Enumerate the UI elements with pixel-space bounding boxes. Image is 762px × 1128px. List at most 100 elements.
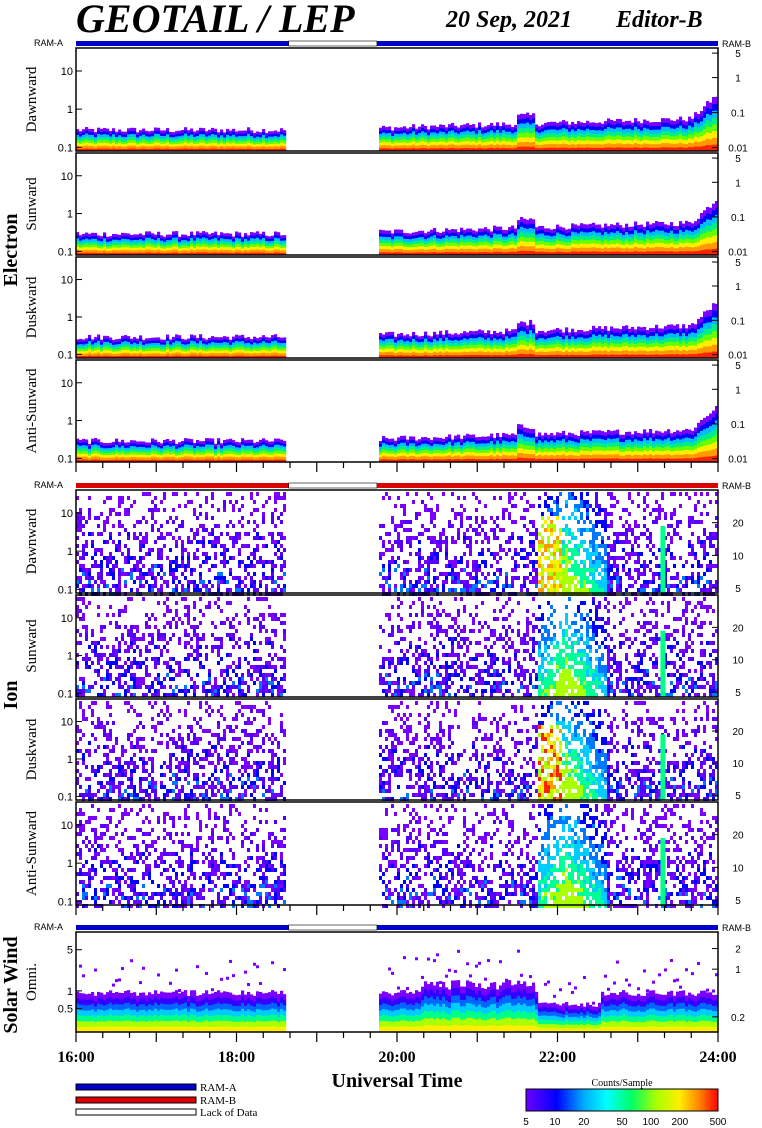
right-tick-label: 5 [735, 361, 741, 372]
colorbar-title: Counts/Sample [591, 1078, 653, 1089]
legend-label-ram-b: RAM-B [200, 1095, 236, 1107]
panel-label: Anti-Sunward [24, 811, 40, 896]
colorbar-tick-label: 100 [643, 1117, 660, 1128]
ram-bar-group-2: RAM-A RAM-B [34, 922, 751, 933]
panel-label: Dawnward [24, 66, 40, 132]
x-tick-label: 16:00 [57, 1049, 94, 1066]
panel-electron-anti-sunward: Anti-Sunward 10 1 0.1 5 1 0.1 0.01 [24, 359, 748, 466]
legend-swatch-ram-a [75, 1083, 197, 1091]
left-tick-label: 0.1 [58, 246, 73, 258]
legend-swatch-lack-of-data [75, 1108, 197, 1116]
right-tick-label: 0.01 [728, 455, 748, 466]
ram-bar-segment [376, 925, 718, 930]
panel-ion-duskward: Duskward 10 1 0.1 20 10 5 [24, 698, 744, 803]
left-tick-label: 0.1 [58, 453, 73, 465]
x-tick-label: 20:00 [378, 1049, 415, 1066]
left-tick-label: 10 [61, 717, 73, 729]
left-tick-label: 1 [67, 651, 73, 663]
spectrogram-data [76, 96, 719, 152]
right-tick-label: 5 [735, 49, 741, 60]
chart-editor: Editor-B [615, 7, 703, 33]
ram-bar-segment [76, 925, 289, 930]
ram-b-label: RAM-B [722, 481, 751, 491]
right-tick-label: 0.01 [728, 248, 748, 259]
spectrogram-data [76, 492, 718, 596]
panel-frame [75, 152, 719, 256]
spectrogram-panels: RAM-A RAM-B Dawnward 10 1 0.1 5 1 0.1 0.01 Sunward… [24, 38, 751, 1033]
ram-b-label: RAM-B [722, 39, 751, 49]
right-tick-label: 10 [732, 759, 744, 770]
panel-electron-duskward: Duskward 10 1 0.1 5 1 0.1 0.01 [24, 256, 748, 362]
left-tick-label: 1 [67, 416, 73, 428]
left-tick-label: 1 [67, 754, 73, 766]
panel-label: Sunward [24, 619, 40, 673]
right-tick-label: 5 [735, 154, 741, 165]
right-tick-label: 1 [735, 385, 741, 396]
left-tick-label: 0.1 [58, 688, 73, 700]
panel-frame [75, 47, 719, 152]
right-tick-label: 0.1 [731, 420, 745, 431]
chart-date: 20 Sep, 2021 [445, 7, 572, 33]
right-tick-label: 2 [735, 945, 741, 956]
colorbar-tick-label: 50 [616, 1117, 628, 1128]
panel-label: Anti-Sunward [24, 368, 40, 453]
spectrogram-data [76, 949, 719, 1033]
x-tick-label: 22:00 [539, 1049, 576, 1066]
ram-a-label: RAM-A [34, 480, 63, 490]
ram-a-label: RAM-A [34, 38, 63, 48]
right-tick-label: 20 [732, 623, 744, 634]
panel-label: Omni. [24, 963, 40, 1001]
colorbar-gradient [525, 1088, 719, 1112]
spectrogram-data [76, 303, 719, 359]
right-tick-label: 5 [735, 791, 741, 802]
ram-bar-segment [376, 41, 718, 46]
x-axis-label: Universal Time [332, 1070, 463, 1092]
ram-b-label: RAM-B [722, 923, 751, 933]
left-tick-label: 10 [61, 378, 73, 390]
ram-bar-group-1: RAM-A RAM-B [34, 480, 751, 491]
colorbar-tick-label: 20 [578, 1117, 590, 1128]
left-tick-label: 10 [61, 820, 73, 832]
spectrogram-data [76, 406, 719, 463]
right-tick-label: 10 [732, 551, 744, 562]
ram-legend: RAM-A RAM-B Lack of Data [75, 1082, 258, 1119]
x-tick-label: 18:00 [218, 1049, 255, 1066]
panel-frame [75, 698, 719, 801]
left-tick-label: 1 [67, 209, 73, 221]
colorbar-tick-label: 500 [710, 1117, 727, 1128]
left-tick-label: 0.1 [58, 896, 73, 908]
left-tick-label: 0.5 [58, 1004, 73, 1016]
left-tick-label: 0.1 [58, 791, 73, 803]
ram-bar-gap [288, 482, 378, 489]
colorbar-tick-label: 200 [671, 1117, 688, 1128]
panel-solar-wind-omni-: Omni. 5 1 0.5 2 1 0.2 [24, 931, 745, 1033]
ram-bar-segment [76, 483, 289, 488]
right-tick-label: 1 [735, 965, 741, 976]
left-tick-label: 10 [61, 508, 73, 520]
ram-bar-group-0: RAM-A RAM-B [34, 38, 751, 49]
colorbar-tick-label: 10 [549, 1117, 561, 1128]
right-tick-label: 0.2 [731, 1013, 745, 1024]
panel-label: Duskward [24, 276, 40, 338]
left-tick-label: 1 [67, 858, 73, 870]
panel-label: Dawnward [24, 508, 40, 574]
panel-ion-anti-sunward: Anti-Sunward 10 1 0.1 20 10 5 [24, 801, 744, 908]
left-tick-label: 1 [67, 312, 73, 324]
group-label: Solar Wind [0, 936, 22, 1033]
right-tick-label: 0.1 [731, 109, 745, 120]
right-tick-label: 1 [735, 282, 741, 293]
colorbar-tick-label: 5 [523, 1117, 529, 1128]
right-tick-label: 1 [735, 178, 741, 189]
colorbar: Counts/Sample 5 10 20 50 100 200 500 [523, 1078, 727, 1128]
panel-electron-sunward: Sunward 10 1 0.1 5 1 0.1 0.01 [24, 152, 748, 259]
panel-label: Sunward [24, 177, 40, 231]
panel-ion-dawnward: Dawnward 10 1 0.1 20 10 5 [24, 489, 744, 596]
right-tick-label: 0.01 [728, 144, 748, 155]
right-tick-label: 20 [732, 727, 744, 738]
spectrogram-data [76, 804, 718, 908]
left-tick-label: 5 [67, 945, 73, 957]
ram-bar-gap [288, 924, 378, 931]
right-tick-label: 10 [732, 863, 744, 874]
left-tick-label: 1 [67, 986, 73, 998]
left-tick-label: 0.1 [58, 584, 73, 596]
